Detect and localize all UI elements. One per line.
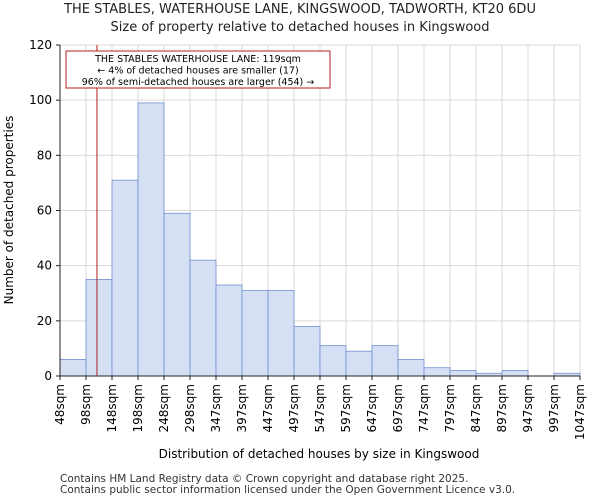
x-tick-label: 947sqm [521,384,535,432]
x-tick-label: 497sqm [287,384,301,432]
x-tick-label: 397sqm [235,384,249,432]
property-marker: THE STABLES WATERHOUSE LANE: 119sqm← 4% … [65,45,331,376]
x-axis-label: Distribution of detached houses by size … [159,447,480,461]
y-tick-label: 100 [29,93,52,107]
x-tick-label: 48sqm [53,384,67,425]
x-tick-label: 447sqm [261,384,275,432]
bar [371,345,399,377]
chart-title: THE STABLES, WATERHOUSE LANE, KINGSWOOD,… [64,2,536,17]
y-tick-label: 40 [37,259,52,273]
x-tick-label: 797sqm [443,384,457,432]
bar [423,367,451,377]
bar [293,325,321,377]
bar [501,370,529,377]
y-axis-label: Number of detached properties [2,116,16,305]
x-tick-label: 98sqm [79,384,93,425]
x-tick-label: 298sqm [183,384,197,432]
bars [59,102,581,377]
x-tick-label: 148sqm [105,384,119,432]
bar [267,290,295,377]
bar [397,359,425,377]
x-tick-label: 747sqm [417,384,431,432]
x-tick-label: 248sqm [157,384,171,432]
y-tick-labels: 0 20 40 60 80 100 120 [29,38,60,383]
x-tick-label: 347sqm [209,384,223,432]
x-tick-label: 697sqm [391,384,405,432]
x-tick-label: 647sqm [365,384,379,432]
x-tick-label: 1047sqm [573,384,587,440]
x-tick-label: 897sqm [495,384,509,432]
bar [319,345,347,377]
bar [215,284,243,377]
x-tick-label: 597sqm [339,384,353,432]
x-tick-label: 847sqm [469,384,483,432]
x-tick-labels: 48sqm 98sqm 148sqm 198sqm 248sqm 298sqm 347sqm… [53,376,587,440]
y-tick-label: 120 [29,38,52,52]
footer-copyright: Contains HM Land Registry data © Crown c… [60,473,469,485]
x-tick-label: 997sqm [547,384,561,432]
footer-licence: Contains public sector information licen… [60,484,516,496]
bar [449,370,477,377]
annotation-line: ← 4% of detached houses are smaller (17) [97,66,298,77]
x-tick-label: 547sqm [313,384,327,432]
bar [137,102,165,377]
bar [111,179,139,377]
y-tick-label: 0 [44,369,52,383]
annotation-line: THE STABLES WATERHOUSE LANE: 119sqm [94,54,301,65]
bar [189,259,217,377]
bar [163,212,191,377]
chart-subtitle: Size of property relative to detached ho… [110,20,490,35]
annotation-box [65,50,331,89]
y-tick-label: 80 [37,148,52,162]
bar [241,290,269,377]
annotation-line: 96% of semi-detached houses are larger (… [82,77,315,88]
y-tick-label: 20 [37,314,52,328]
bar [345,350,373,377]
bar [59,359,87,377]
bar [85,279,113,377]
y-tick-label: 60 [37,204,52,218]
x-tick-label: 198sqm [131,384,145,432]
